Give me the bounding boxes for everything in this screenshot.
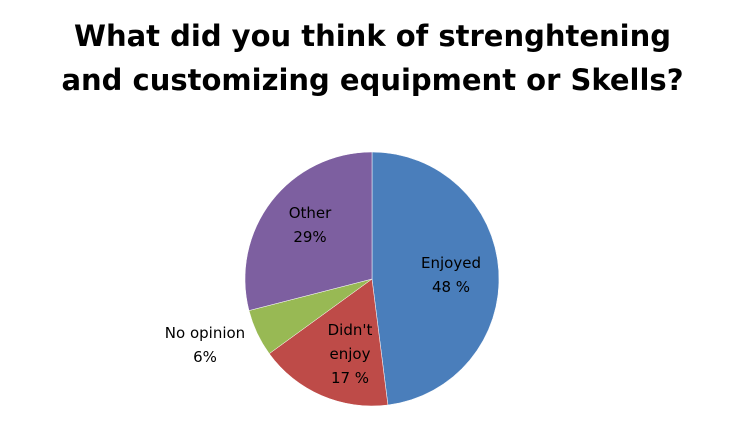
slice-label: No opinion 6% [150,321,260,369]
value-label: 6% [193,348,217,366]
pie-slice [244,151,373,311]
category-label: Enjoyed [421,254,481,272]
value-label: 29% [293,228,327,246]
category-label: Didn't enjoy [327,321,373,363]
pie-slice [268,278,389,407]
slice-label: Didn't enjoy 17 % [320,318,380,390]
value-label: 48 % [431,278,471,296]
category-label: No opinion [164,324,246,342]
value-label: 17 % [330,369,370,387]
category-label: Other [288,204,332,222]
slice-label: Other 29% [265,201,355,249]
pie-slice [371,151,500,406]
chart-title: What did you think of strenghtening and … [61,19,684,97]
slice-label: Enjoyed 48 % [406,251,496,299]
